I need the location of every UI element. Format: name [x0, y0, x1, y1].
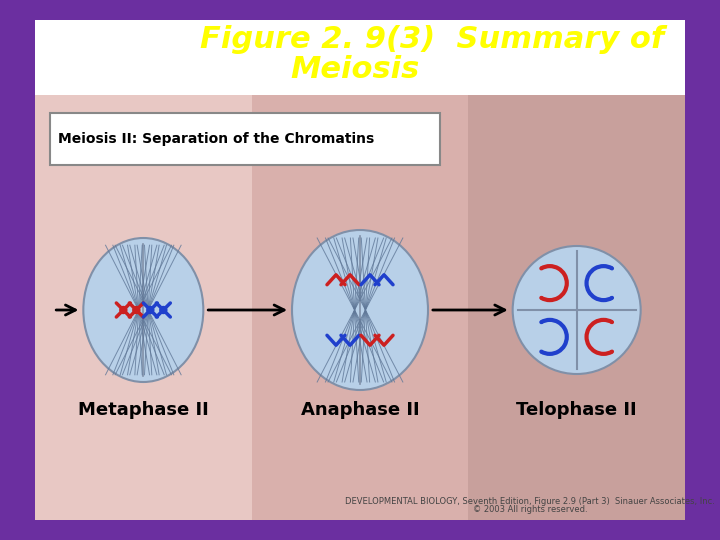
Ellipse shape	[84, 238, 203, 382]
Bar	[468, 95, 685, 520]
Text: Anaphase II: Anaphase II	[301, 401, 419, 419]
Circle shape	[147, 307, 154, 314]
Bar	[35, 95, 252, 520]
Circle shape	[610, 349, 614, 354]
Text: © 2003 All rights reserved.: © 2003 All rights reserved.	[473, 505, 588, 515]
Circle shape	[610, 266, 614, 271]
Circle shape	[132, 307, 140, 314]
Bar	[35, 20, 685, 95]
Circle shape	[610, 296, 614, 300]
FancyBboxPatch shape	[50, 113, 440, 165]
Text: DEVELOPMENTAL BIOLOGY, Seventh Edition, Figure 2.9 (Part 3)  Sinauer Associates,: DEVELOPMENTAL BIOLOGY, Seventh Edition, …	[345, 497, 715, 507]
Text: Telophase II: Telophase II	[516, 401, 637, 419]
Text: Metaphase II: Metaphase II	[78, 401, 209, 419]
Text: Figure 2. 9(3)  Summary of: Figure 2. 9(3) Summary of	[200, 25, 664, 55]
Circle shape	[539, 296, 544, 300]
Circle shape	[539, 349, 544, 354]
Circle shape	[120, 307, 127, 314]
Circle shape	[610, 320, 614, 324]
Bar	[252, 95, 468, 520]
Circle shape	[160, 307, 167, 314]
Text: Meiosis: Meiosis	[290, 56, 419, 84]
Ellipse shape	[513, 246, 641, 374]
Text: Meiosis II: Separation of the Chromatins: Meiosis II: Separation of the Chromatins	[58, 132, 374, 146]
Ellipse shape	[292, 230, 428, 390]
Circle shape	[539, 320, 544, 324]
Circle shape	[539, 266, 544, 271]
